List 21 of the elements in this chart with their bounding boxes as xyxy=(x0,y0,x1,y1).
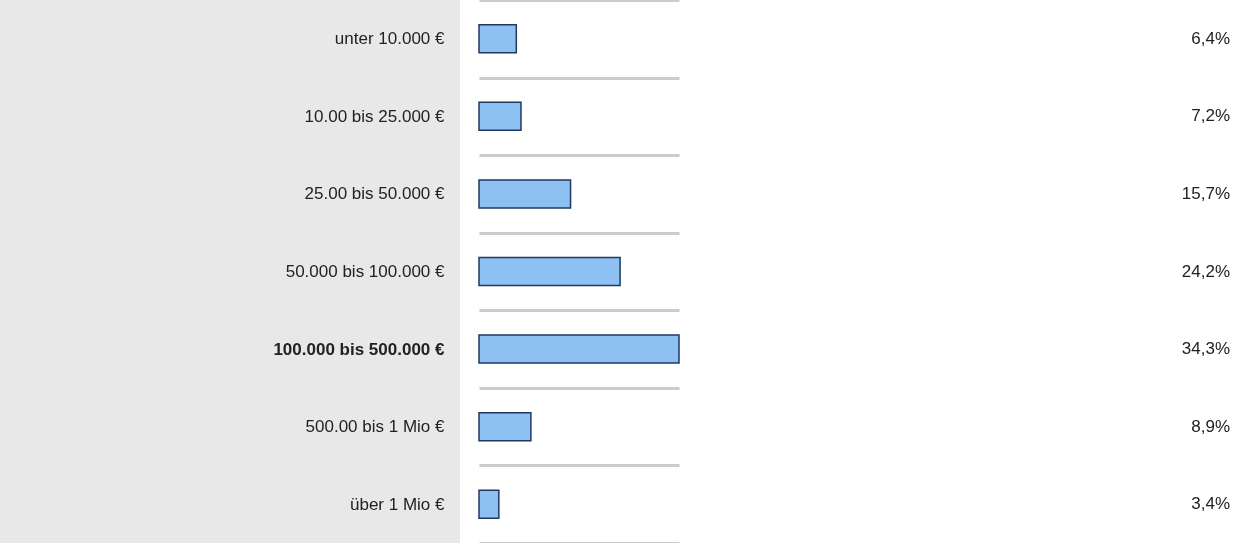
y-tick-label: 25.00 bis 50.000 € xyxy=(304,184,446,204)
data-label: 8,9% xyxy=(1191,416,1230,436)
y-tick-label: unter 10.000 € xyxy=(334,29,446,49)
bar xyxy=(478,101,522,132)
y-tick-label: 500.00 bis 1 Mio € xyxy=(305,417,446,437)
bar xyxy=(478,256,621,287)
bar xyxy=(478,334,680,364)
bar xyxy=(478,179,572,209)
data-label: 15,7% xyxy=(1181,183,1230,203)
y-tick-label: 10.00 bis 25.000 € xyxy=(304,106,446,126)
data-label: 34,3% xyxy=(1181,339,1230,359)
data-label: 7,2% xyxy=(1191,106,1230,126)
bar xyxy=(478,489,500,519)
bar xyxy=(478,411,532,442)
y-tick-label: 100.000 bis 500.000 € xyxy=(273,339,446,359)
data-label: 6,4% xyxy=(1191,28,1230,48)
data-label: 24,2% xyxy=(1181,261,1230,281)
bar xyxy=(478,24,518,54)
y-tick-label: über 1 Mio € xyxy=(350,494,446,514)
data-label: 3,4% xyxy=(1191,494,1230,514)
y-tick-label: 50.000 bis 100.000 € xyxy=(285,262,446,281)
